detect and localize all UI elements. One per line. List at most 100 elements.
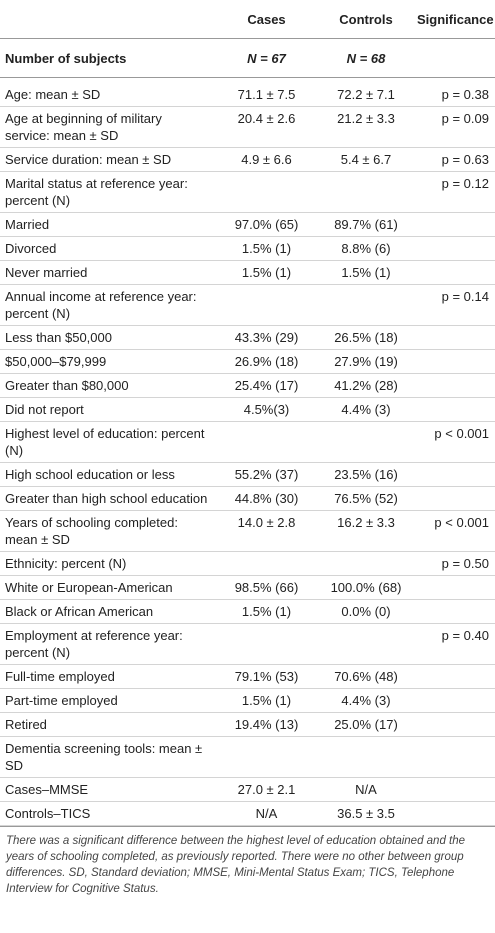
table-cell: Greater than $80,000 <box>0 373 213 398</box>
table-cell <box>0 0 213 39</box>
table-cell: 55.2% (37) <box>213 462 320 487</box>
table-row: Full-time employed 79.1% (53) 70.6% (48) <box>0 664 495 689</box>
table-cell: 21.2 ± 3.3 <box>320 106 412 148</box>
table-cell: Married <box>0 212 213 237</box>
table-cell: p < 0.001 <box>412 510 495 552</box>
table-cell <box>412 712 495 737</box>
table-cell <box>320 736 412 778</box>
table-cell: 1.5% (1) <box>213 236 320 261</box>
table-row: White or European-American 98.5% (66) 100.… <box>0 575 495 600</box>
table-cell <box>412 486 495 511</box>
table-cell: Dementia screening tools: mean ± SD <box>0 736 213 778</box>
table-cell <box>320 284 412 326</box>
table-cell: 25.0% (17) <box>320 712 412 737</box>
table-cell: p = 0.09 <box>412 106 495 148</box>
table-cell <box>412 38 495 78</box>
table-cell: 1.5% (1) <box>320 260 412 285</box>
table-cell <box>412 801 495 826</box>
table-cell: 4.9 ± 6.6 <box>213 147 320 172</box>
table-cell: 0.0% (0) <box>320 599 412 624</box>
table-cell <box>213 171 320 213</box>
table-cell <box>412 373 495 398</box>
table-cell: N/A <box>213 801 320 826</box>
table-cell: 23.5% (16) <box>320 462 412 487</box>
table-cell <box>320 421 412 463</box>
table-cell: Years of schooling completed: mean ± SD <box>0 510 213 552</box>
table-cell: Less than $50,000 <box>0 325 213 350</box>
table-cell: 27.9% (19) <box>320 349 412 374</box>
table-cell <box>412 349 495 374</box>
table-row: Age at beginning of military service: me… <box>0 106 495 148</box>
table-row: Part-time employed 1.5% (1) 4.4% (3) <box>0 688 495 713</box>
table-cell: Cases <box>213 0 320 39</box>
table-row: Did not report 4.5%(3) 4.4% (3) <box>0 397 495 422</box>
table-cell: $50,000–$79,999 <box>0 349 213 374</box>
table-cell: Annual income at reference year: percent… <box>0 284 213 326</box>
table-cell <box>412 688 495 713</box>
table-cell: 20.4 ± 2.6 <box>213 106 320 148</box>
table-row: Ethnicity: percent (N) p = 0.50 <box>0 551 495 576</box>
table-cell: 1.5% (1) <box>213 260 320 285</box>
table-row: Divorced 1.5% (1) 8.8% (6) <box>0 236 495 261</box>
table-cell: N/A <box>320 777 412 802</box>
table-cell: Marital status at reference year: percen… <box>0 171 213 213</box>
table-cell: 19.4% (13) <box>213 712 320 737</box>
table-cell: Highest level of education: percent (N) <box>0 421 213 463</box>
table-cell <box>412 236 495 261</box>
table-cell <box>412 260 495 285</box>
table-cell: 98.5% (66) <box>213 575 320 600</box>
table-row: Black or African American 1.5% (1) 0.0% (0… <box>0 599 495 624</box>
table-row: Dementia screening tools: mean ± SD <box>0 736 495 778</box>
table-cell: Service duration: mean ± SD <box>0 147 213 172</box>
table-cell: Age: mean ± SD <box>0 77 213 107</box>
table-cell: 27.0 ± 2.1 <box>213 777 320 802</box>
table-cell: Cases–MMSE <box>0 777 213 802</box>
table-cell: Did not report <box>0 397 213 422</box>
table-cell <box>320 623 412 665</box>
table-cell: Part-time employed <box>0 688 213 713</box>
table-cell <box>320 551 412 576</box>
table-cell: Black or African American <box>0 599 213 624</box>
data-table: Cases Controls Significance Number of subj… <box>0 0 495 826</box>
table-cell: Controls <box>320 0 412 39</box>
table-cell: Greater than high school education <box>0 486 213 511</box>
table-cell: 25.4% (17) <box>213 373 320 398</box>
table-cell: Number of subjects <box>0 38 213 78</box>
table-row: Never married 1.5% (1) 1.5% (1) <box>0 260 495 285</box>
table-cell <box>412 599 495 624</box>
table-row: Highest level of education: percent (N) p… <box>0 421 495 463</box>
table-cell <box>412 777 495 802</box>
table-cell: 43.3% (29) <box>213 325 320 350</box>
table-cell: Retired <box>0 712 213 737</box>
table-cell: 44.8% (30) <box>213 486 320 511</box>
table-row: Marital status at reference year: percen… <box>0 171 495 213</box>
table-cell: Controls–TICS <box>0 801 213 826</box>
table-body: Number of subjects N = 67 N = 68 Age: mean … <box>0 38 495 826</box>
table-cell: Age at beginning of military service: me… <box>0 106 213 148</box>
table-cell: p = 0.50 <box>412 551 495 576</box>
table-cell: p = 0.40 <box>412 623 495 665</box>
table-cell <box>213 736 320 778</box>
table-cell: p = 0.63 <box>412 147 495 172</box>
table-cell: 36.5 ± 3.5 <box>320 801 412 826</box>
table-cell: Full-time employed <box>0 664 213 689</box>
table-cell: 89.7% (61) <box>320 212 412 237</box>
table-cell <box>213 623 320 665</box>
table-cell: p = 0.38 <box>412 77 495 107</box>
table-cell: p = 0.12 <box>412 171 495 213</box>
table-cell <box>412 462 495 487</box>
table-cell: p < 0.001 <box>412 421 495 463</box>
table-row: Married 97.0% (65) 89.7% (61) <box>0 212 495 237</box>
table-cell: 16.2 ± 3.3 <box>320 510 412 552</box>
table-cell: N = 68 <box>320 38 412 78</box>
table-cell: 76.5% (52) <box>320 486 412 511</box>
table-row: $50,000–$79,999 26.9% (18) 27.9% (19) <box>0 349 495 374</box>
table-cell: Ethnicity: percent (N) <box>0 551 213 576</box>
table-cell: 1.5% (1) <box>213 688 320 713</box>
table-cell <box>213 551 320 576</box>
table-head: Cases Controls Significance <box>0 0 495 39</box>
table-cell: White or European-American <box>0 575 213 600</box>
table-cell: 4.4% (3) <box>320 688 412 713</box>
table-cell: Employment at reference year: percent (N… <box>0 623 213 665</box>
table-cell: 79.1% (53) <box>213 664 320 689</box>
